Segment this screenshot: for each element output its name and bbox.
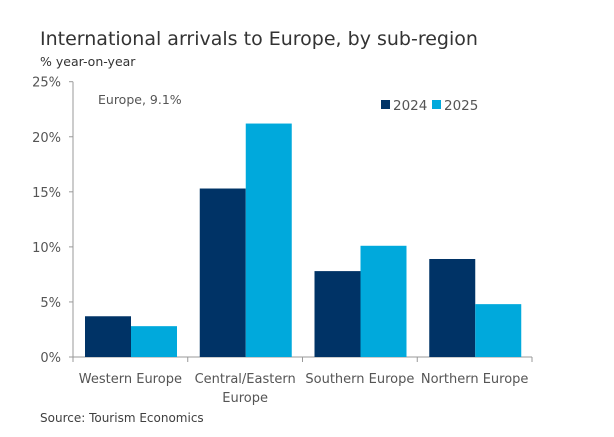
bar-2024-3: [429, 258, 476, 357]
x-tick-label: Central/Eastern: [195, 372, 296, 387]
bar-2025-1: [245, 123, 292, 358]
legend-label-2025: 2025: [444, 98, 478, 114]
y-tick-label: 10%: [32, 241, 61, 256]
chart-title: International arrivals to Europe, by sub…: [40, 28, 478, 50]
bar-2025-3: [475, 304, 522, 357]
bar-2024-1: [199, 188, 246, 357]
y-tick-label: 15%: [32, 186, 61, 201]
bar-2024-2: [314, 271, 361, 357]
source-note: Source: Tourism Economics: [40, 411, 204, 425]
x-tick-label: Europe: [222, 391, 268, 406]
bar-2025-0: [131, 326, 177, 357]
legend-swatch-2025: [432, 100, 441, 109]
x-tick-label: Northern Europe: [421, 372, 529, 387]
bar-2025-2: [360, 245, 407, 357]
legend-label-2024: 2024: [393, 98, 427, 114]
y-tick-label: 25%: [32, 76, 61, 91]
x-tick-label: Southern Europe: [305, 372, 414, 387]
x-tick-label: Western Europe: [79, 372, 182, 387]
legend-swatch-2024: [381, 100, 390, 109]
y-tick-label: 20%: [32, 131, 61, 146]
y-tick-label: 0%: [40, 351, 61, 366]
y-tick-label: 5%: [40, 296, 61, 311]
annotation-europe: Europe, 9.1%: [98, 92, 182, 107]
bar-2024-0: [85, 316, 131, 357]
y-axis-label: % year-on-year: [40, 54, 136, 69]
